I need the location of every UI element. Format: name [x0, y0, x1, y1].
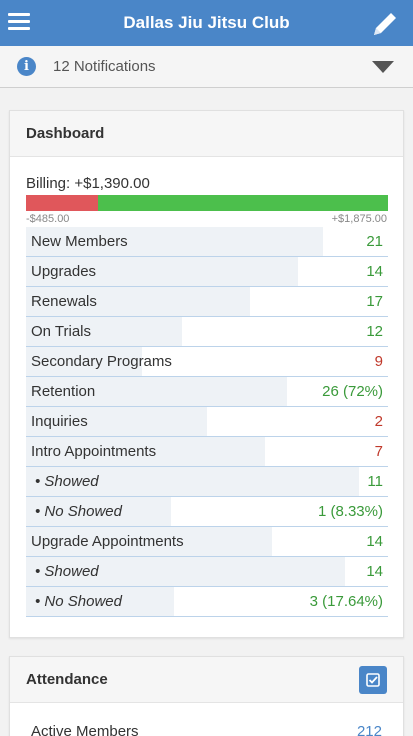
- dashboard-header: Dashboard: [10, 111, 403, 157]
- stat-row[interactable]: • No Showed 1 (8.33%): [26, 497, 388, 527]
- stat-row-fill: [26, 557, 345, 586]
- stat-row-value: 14: [366, 563, 383, 580]
- stat-row-label: Upgrades: [31, 263, 97, 280]
- dashboard-card: Dashboard Billing: +$1,390.00 -$485.00 +…: [9, 110, 404, 638]
- stat-row[interactable]: Intro Appointments 7: [26, 437, 388, 467]
- stat-row-label: Secondary Programs: [31, 353, 172, 370]
- billing-label: Billing: +$1,390.00: [26, 175, 150, 192]
- stat-row[interactable]: • No Showed 3 (17.64%): [26, 587, 388, 617]
- stat-row-label: Inquiries: [31, 413, 88, 430]
- dashboard-title: Dashboard: [26, 125, 105, 142]
- stat-row-value: 7: [374, 443, 383, 460]
- stat-row[interactable]: • Showed 14: [26, 557, 388, 587]
- stat-row-fill: [26, 377, 287, 406]
- stat-row-fill: [26, 587, 175, 616]
- caret-down-icon[interactable]: [372, 61, 394, 73]
- stat-row-label: New Members: [31, 233, 128, 250]
- attendance-header: Attendance: [10, 657, 403, 703]
- billing-bar: [26, 195, 388, 211]
- stat-row[interactable]: Upgrades 14: [26, 257, 388, 287]
- billing-max-label: +$1,875.00: [331, 213, 387, 225]
- stat-row-label: On Trials: [31, 323, 92, 340]
- stat-row[interactable]: • Showed 11: [26, 467, 388, 497]
- attendance-card: Attendance Active Members 212: [9, 656, 404, 736]
- notifications-count: 12 Notifications: [53, 58, 156, 75]
- app-title: Dallas Jiu Jitsu Club: [123, 13, 290, 32]
- attendance-row-label: Active Members: [31, 723, 139, 736]
- pencil-icon[interactable]: [369, 8, 401, 40]
- stat-row[interactable]: New Members 21: [26, 227, 388, 257]
- stat-row[interactable]: Inquiries 2: [26, 407, 388, 437]
- stat-row-value: 1 (8.33%): [317, 503, 383, 520]
- stat-row-fill: [26, 257, 298, 286]
- stat-row-label: Retention: [31, 383, 96, 400]
- stat-row-label: • No Showed: [35, 503, 122, 520]
- stat-row-label: Renewals: [31, 293, 97, 310]
- stat-row-value: 14: [366, 263, 383, 280]
- stat-row-fill: [26, 347, 142, 376]
- stat-row-fill: [26, 437, 265, 466]
- stat-row-value: 12: [366, 323, 383, 340]
- stat-row-fill: [26, 287, 251, 316]
- hamburger-menu-icon[interactable]: [8, 13, 30, 31]
- stat-row-value: 11: [367, 473, 383, 490]
- notifications-bar[interactable]: i 12 Notifications: [0, 46, 413, 88]
- stat-row-value: 2: [374, 413, 383, 430]
- stat-row-value: 21: [366, 233, 383, 250]
- stat-row-value: 9: [374, 353, 383, 370]
- stat-row-value: 26 (72%): [322, 383, 383, 400]
- stat-row-label: • Showed: [35, 563, 99, 580]
- billing-negative-segment: [26, 195, 99, 211]
- stat-row[interactable]: On Trials 12: [26, 317, 388, 347]
- stat-row-value: 17: [366, 293, 383, 310]
- stat-row-value: 14: [366, 533, 383, 550]
- stat-row-fill: [26, 467, 360, 496]
- attendance-row[interactable]: Active Members 212: [26, 723, 387, 736]
- attendance-title: Attendance: [26, 671, 108, 688]
- stat-row[interactable]: Retention 26 (72%): [26, 377, 388, 407]
- stat-row-fill: [26, 227, 323, 256]
- stat-row[interactable]: Upgrade Appointments 14: [26, 527, 388, 557]
- dashboard-stats-list: New Members 21 Upgrades 14 Renewals 17 On Tria…: [26, 227, 388, 617]
- stat-row-label: Intro Appointments: [31, 443, 157, 460]
- billing-positive-segment: [98, 195, 388, 211]
- stat-row-fill: [26, 317, 182, 346]
- stat-row-value: 3 (17.64%): [309, 593, 383, 610]
- info-icon: i: [17, 57, 36, 76]
- stat-row-label: Upgrade Appointments: [31, 533, 184, 550]
- stat-row-label: • No Showed: [35, 593, 122, 610]
- stat-row-fill: [26, 527, 273, 556]
- stat-row-label: • Showed: [35, 473, 99, 490]
- stat-row-fill: [26, 407, 207, 436]
- checkbox-edit-icon[interactable]: [359, 666, 387, 694]
- attendance-row-value: 212: [356, 723, 382, 736]
- stat-row[interactable]: Renewals 17: [26, 287, 388, 317]
- app-header: Dallas Jiu Jitsu Club: [0, 0, 413, 46]
- stat-row[interactable]: Secondary Programs 9: [26, 347, 388, 377]
- billing-min-label: -$485.00: [26, 213, 70, 225]
- stat-row-fill: [26, 497, 171, 526]
